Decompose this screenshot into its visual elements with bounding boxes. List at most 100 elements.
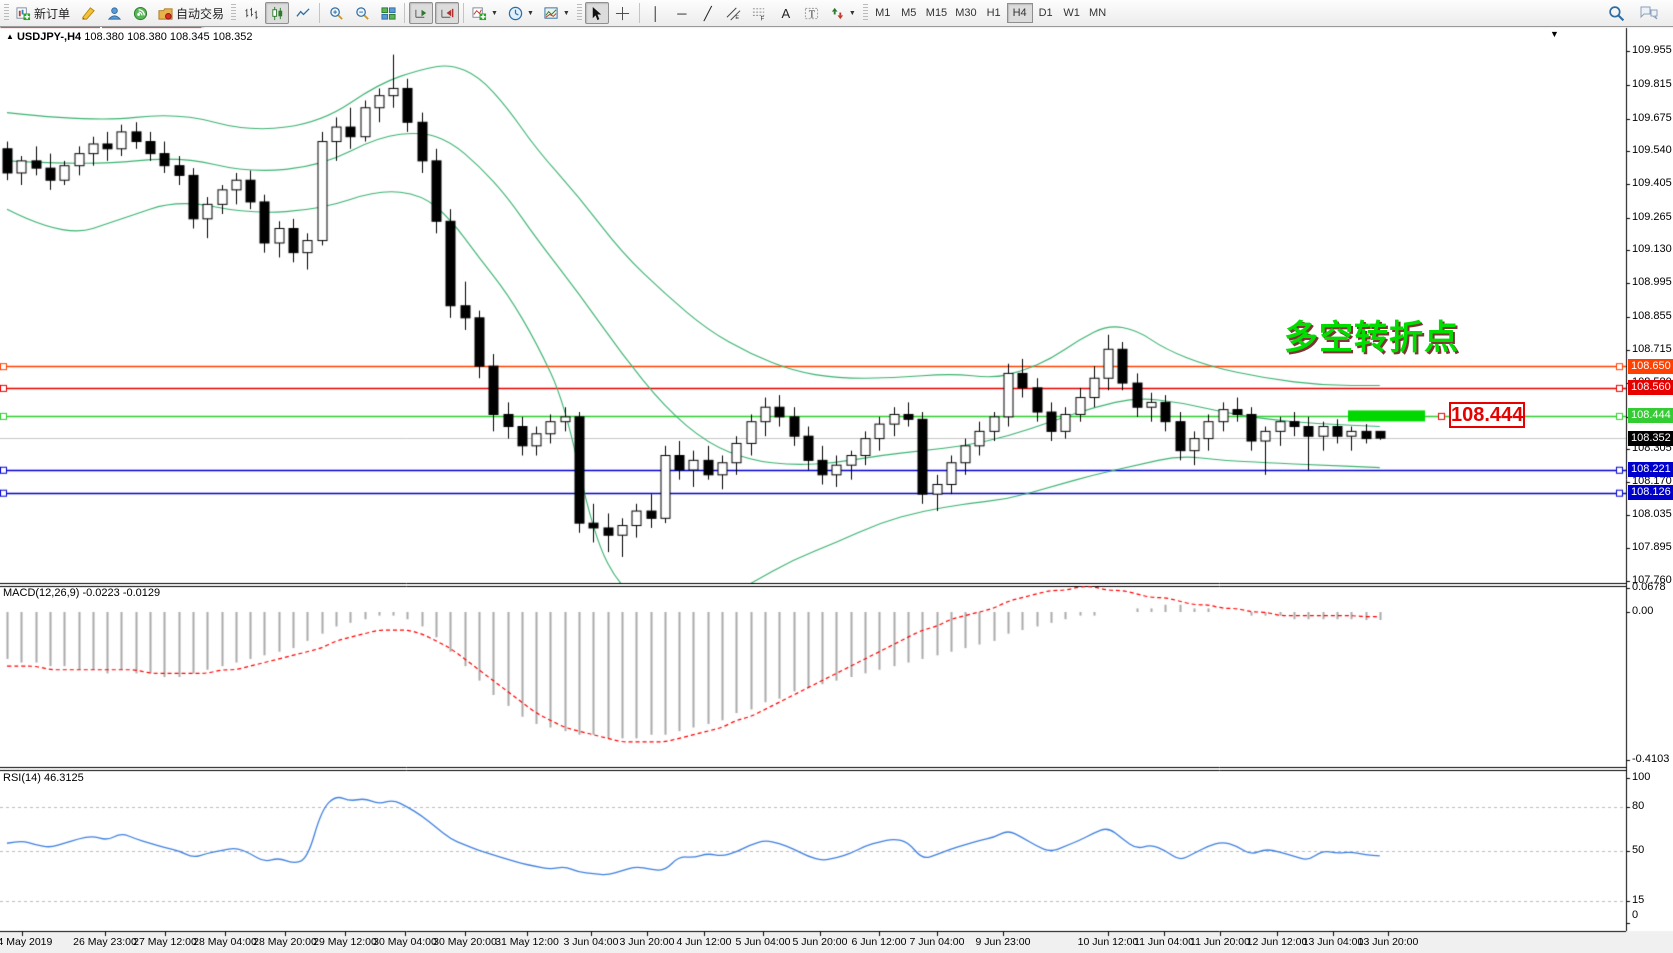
signal-icon: [133, 6, 148, 21]
toolbar: 新订单 自动交易 ▼ ▼: [0, 0, 1673, 27]
time-axis-label: 10 Jun 12:00: [1077, 936, 1139, 948]
crosshair-icon: [615, 6, 630, 21]
rsi-axis-label: 0: [1632, 909, 1639, 921]
chevron-down-icon: ▼: [848, 9, 856, 17]
chart-shift-button[interactable]: [435, 2, 460, 24]
auto-scroll-button[interactable]: [409, 2, 434, 24]
cursor-button[interactable]: [584, 2, 609, 24]
indicators-button[interactable]: ▼: [468, 2, 502, 24]
fibonacci-icon: F: [752, 6, 767, 21]
price-tick-label: 108.035: [1632, 507, 1672, 520]
price-tick-label: 109.955: [1632, 44, 1672, 56]
zoom-in-icon: [329, 6, 344, 21]
time-axis-label: 29 May 12:00: [313, 936, 377, 948]
new-order-label: 新订单: [34, 6, 71, 21]
line-chart-button[interactable]: [291, 2, 315, 24]
time-axis-label: 12 Jun 12:00: [1246, 936, 1308, 948]
timeframe-w1-button[interactable]: W1: [1059, 3, 1085, 23]
auto-trading-icon: [158, 6, 173, 21]
time-axis-label: 13 Jun 04:00: [1302, 936, 1364, 948]
horizontal-line-button[interactable]: ─: [670, 2, 694, 24]
price-level-badge: 108.444: [1628, 408, 1673, 424]
chat-icon[interactable]: [1639, 5, 1659, 21]
fibonacci-button[interactable]: F: [748, 2, 772, 24]
time-axis-label: 13 Jun 20:00: [1357, 936, 1419, 948]
timeframe-mn-button[interactable]: MN: [1085, 3, 1111, 23]
candlestick-icon: [270, 6, 285, 21]
price-tick-label: 108.170: [1632, 475, 1672, 488]
channel-icon: E: [726, 6, 741, 21]
toolbar-grip[interactable]: [4, 4, 9, 22]
tile-windows-button[interactable]: [376, 2, 400, 24]
toolbar-grip[interactable]: [231, 4, 237, 22]
arrows-icon: [830, 6, 845, 21]
community-button[interactable]: [102, 2, 126, 24]
rsi-header: RSI(14) 46.3125: [3, 772, 84, 784]
time-axis-label: 27 May 12:00: [133, 936, 197, 948]
vertical-line-button[interactable]: │: [644, 2, 668, 24]
trendline-button[interactable]: ╱: [696, 2, 720, 24]
macd-header: MACD(12,26,9) -0.0223 -0.0129: [3, 587, 161, 599]
rsi-axis-label: 80: [1632, 800, 1645, 812]
scroll-end-icon[interactable]: ▼: [1550, 29, 1559, 39]
price-tick-label: 109.405: [1632, 176, 1672, 189]
channel-button[interactable]: E: [722, 2, 746, 24]
timeframe-h4-button[interactable]: H4: [1006, 3, 1033, 23]
search-icon[interactable]: [1608, 5, 1625, 22]
price-level-badge: 108.650: [1628, 358, 1673, 374]
toolbar-grip[interactable]: [862, 4, 868, 22]
new-order-button[interactable]: 新订单: [12, 2, 74, 24]
cursor-icon: [589, 6, 604, 21]
metaeditor-button[interactable]: [76, 2, 100, 24]
chart-annotation-text[interactable]: 多空转折点: [1284, 320, 1459, 357]
candlestick-chart-button[interactable]: [265, 2, 290, 24]
macd-axis-label: 0.00: [1632, 605, 1654, 617]
price-tick-label: 108.715: [1632, 343, 1672, 356]
time-axis-label: 30 May 04:00: [373, 936, 437, 948]
tile-windows-icon: [381, 6, 396, 21]
time-axis-label: 5 Jun 04:00: [735, 936, 791, 948]
bar-chart-button[interactable]: [239, 2, 263, 24]
macd-axis-label: 0.0678: [1632, 580, 1666, 593]
current-price-badge: 108.352: [1628, 430, 1673, 446]
timeframe-d1-button[interactable]: D1: [1033, 3, 1059, 23]
chart-shift-icon: [440, 6, 455, 21]
text-button[interactable]: A: [774, 2, 798, 24]
new-order-icon: [16, 6, 31, 21]
time-axis-label: 4 Jun 12:00: [676, 936, 732, 948]
auto-trading-label: 自动交易: [176, 6, 225, 21]
time-axis-label: 30 May 20:00: [433, 936, 497, 948]
toolbar-grip[interactable]: [576, 4, 582, 22]
time-axis-label: 31 May 12:00: [495, 936, 559, 948]
price-level-badge: 108.221: [1628, 462, 1673, 478]
time-axis-label: 6 Jun 12:00: [851, 936, 907, 948]
price-callout-label[interactable]: 108.444: [1449, 402, 1525, 428]
text-label-icon: T: [804, 6, 819, 21]
timeframe-m30-button[interactable]: M30: [951, 3, 980, 23]
clock-icon: [508, 6, 523, 21]
arrows-button[interactable]: ▼: [826, 2, 860, 24]
timeframe-m15-button[interactable]: M15: [922, 3, 951, 23]
timeframe-m1-button[interactable]: M1: [870, 3, 896, 23]
line-chart-icon: [295, 6, 311, 21]
text-label-button[interactable]: T: [800, 2, 824, 24]
rsi-axis-label: 50: [1632, 843, 1645, 856]
templates-button[interactable]: ▼: [540, 2, 574, 24]
signals-button[interactable]: [128, 2, 152, 24]
auto-trading-button[interactable]: 自动交易: [154, 2, 228, 24]
time-axis-label: 9 Jun 23:00: [975, 936, 1031, 948]
timeframe-toolbar: M1 M5 M15 M30 H1 H4 D1 W1 MN: [870, 3, 1111, 23]
timeframe-h1-button[interactable]: H1: [981, 3, 1007, 23]
zoom-out-button[interactable]: [350, 2, 374, 24]
price-tick-label: 108.855: [1632, 309, 1672, 322]
zoom-in-button[interactable]: [324, 2, 348, 24]
crosshair-button[interactable]: [611, 2, 635, 24]
periods-button[interactable]: ▼: [504, 2, 538, 24]
trendline-icon: ╱: [703, 5, 712, 21]
chevron-down-icon: ▼: [562, 9, 570, 17]
auto-scroll-icon: [414, 6, 429, 21]
timeframe-m5-button[interactable]: M5: [896, 3, 922, 23]
chevron-down-icon: ▼: [526, 9, 534, 17]
text-icon: A: [781, 5, 791, 21]
